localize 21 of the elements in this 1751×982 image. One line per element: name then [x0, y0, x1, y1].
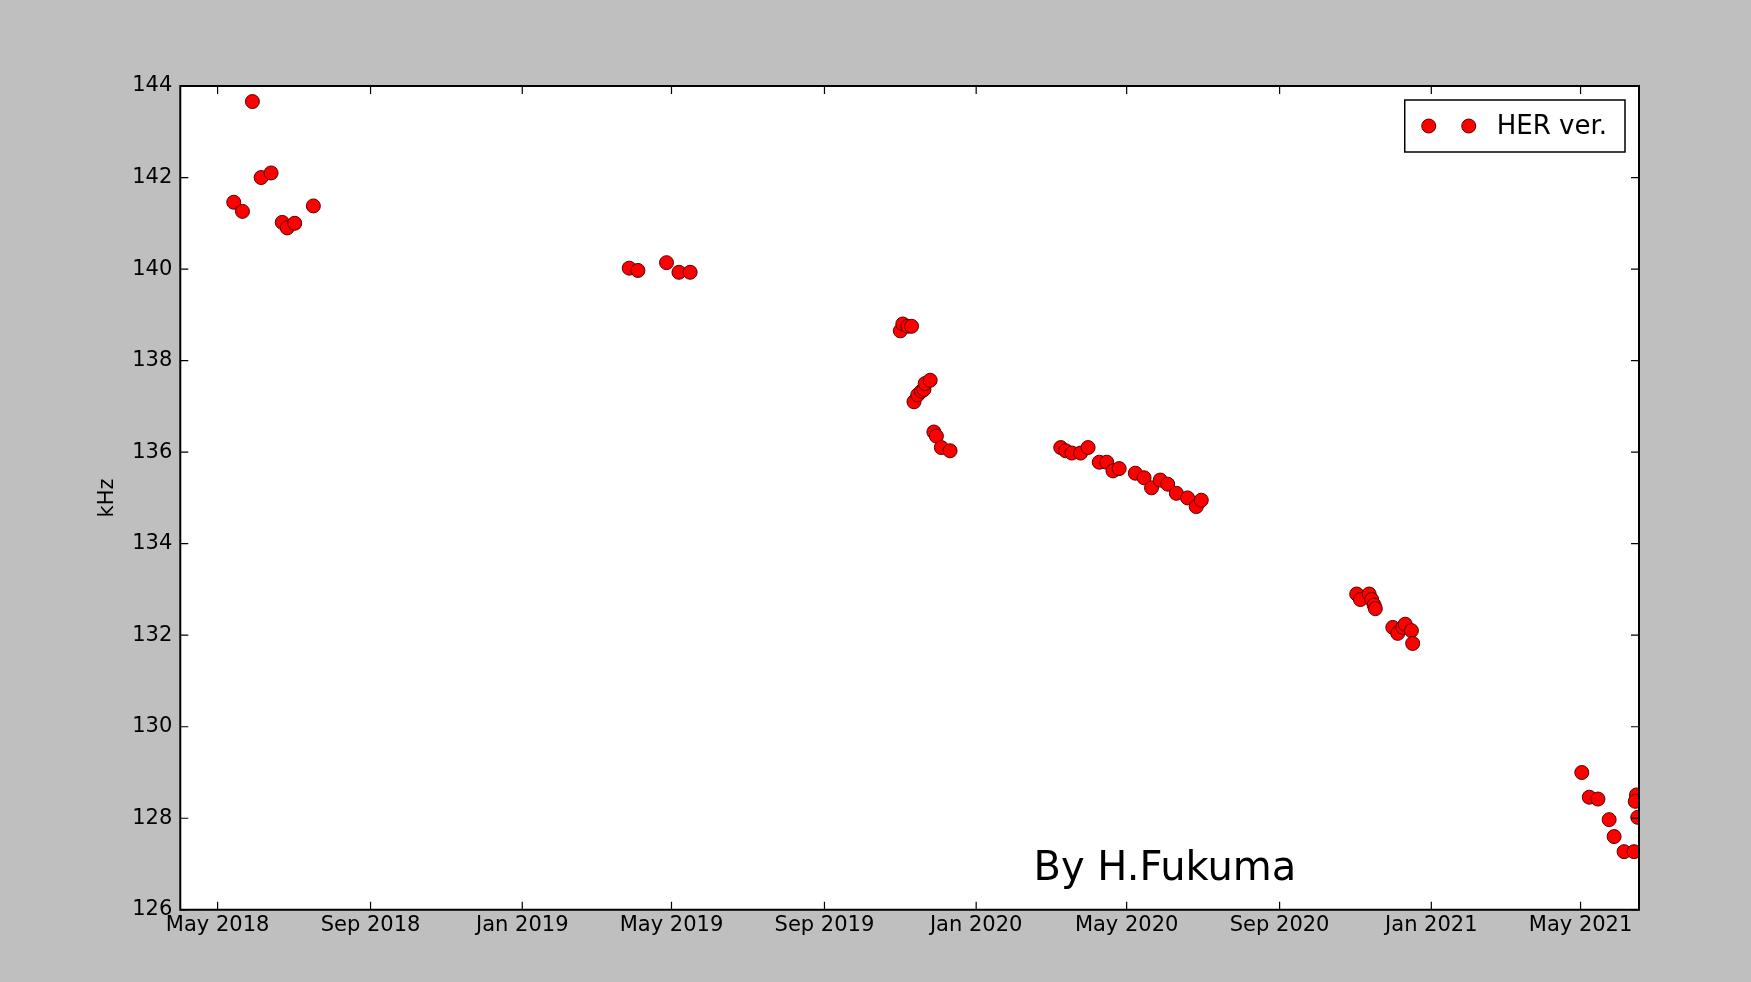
y-tick-label: 130	[132, 713, 173, 738]
y-tick-label: 138	[132, 347, 173, 372]
annotation: By H.Fukuma	[1033, 842, 1297, 889]
x-tick-label: Jan 2019	[474, 911, 569, 936]
y-tick-label: 134	[132, 530, 173, 555]
x-tick-label: Jan 2020	[927, 911, 1023, 936]
legend-label: HER ver.	[1496, 109, 1608, 140]
y-tick-label: 144	[132, 72, 173, 97]
y-axis-title: kHz	[94, 478, 119, 518]
y-tick-label: 132	[132, 621, 173, 646]
x-tick-label: Sep 2019	[774, 911, 875, 936]
x-tick-label: Sep 2018	[320, 911, 421, 936]
y-tick-label: 140	[132, 255, 173, 280]
x-tick-label: May 2020	[1074, 911, 1179, 936]
y-tick-label: 136	[132, 438, 173, 463]
x-tick-label: May 2021	[1528, 911, 1633, 936]
x-tick-label: Jan 2021	[1383, 911, 1478, 936]
y-tick-label: 128	[132, 804, 173, 829]
x-tick-label: Sep 2020	[1229, 911, 1330, 936]
x-tick-label: May 2019	[619, 911, 724, 936]
y-tick-label: 142	[132, 163, 173, 188]
